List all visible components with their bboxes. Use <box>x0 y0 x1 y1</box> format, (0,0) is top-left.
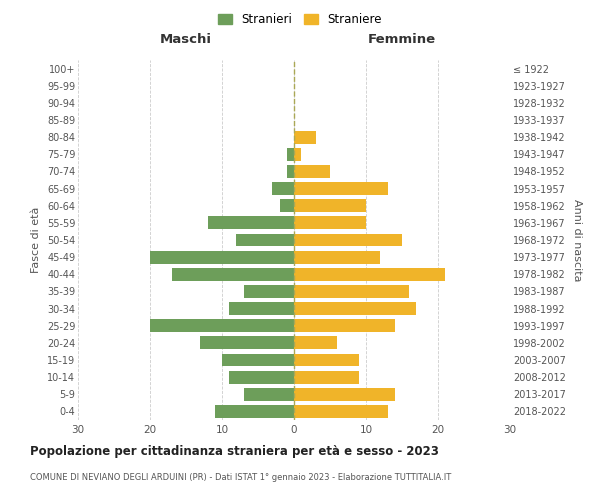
Bar <box>294 182 388 195</box>
Bar <box>294 320 395 332</box>
Bar <box>280 200 294 212</box>
Bar <box>236 234 294 246</box>
Text: Femmine: Femmine <box>368 34 436 46</box>
Bar <box>294 130 316 143</box>
Bar <box>229 370 294 384</box>
Bar <box>294 250 380 264</box>
Bar <box>272 182 294 195</box>
Bar <box>294 216 366 230</box>
Bar <box>229 302 294 315</box>
Bar <box>294 405 388 418</box>
Bar <box>244 285 294 298</box>
Bar <box>294 388 395 400</box>
Bar <box>294 234 402 246</box>
Bar <box>208 216 294 230</box>
Bar <box>294 354 359 366</box>
Bar <box>294 285 409 298</box>
Bar <box>222 354 294 366</box>
Bar <box>287 148 294 160</box>
Bar <box>172 268 294 280</box>
Bar <box>287 165 294 178</box>
Bar <box>294 165 330 178</box>
Bar <box>200 336 294 349</box>
Y-axis label: Fasce di età: Fasce di età <box>31 207 41 273</box>
Bar <box>150 250 294 264</box>
Bar <box>294 370 359 384</box>
Bar <box>294 302 416 315</box>
Y-axis label: Anni di nascita: Anni di nascita <box>572 198 583 281</box>
Bar <box>150 320 294 332</box>
Text: COMUNE DI NEVIANO DEGLI ARDUINI (PR) - Dati ISTAT 1° gennaio 2023 - Elaborazione: COMUNE DI NEVIANO DEGLI ARDUINI (PR) - D… <box>30 472 451 482</box>
Bar <box>294 148 301 160</box>
Bar <box>294 268 445 280</box>
Bar <box>294 336 337 349</box>
Legend: Stranieri, Straniere: Stranieri, Straniere <box>213 8 387 31</box>
Bar <box>294 200 366 212</box>
Bar <box>244 388 294 400</box>
Text: Popolazione per cittadinanza straniera per età e sesso - 2023: Popolazione per cittadinanza straniera p… <box>30 445 439 458</box>
Text: Maschi: Maschi <box>160 34 212 46</box>
Bar <box>215 405 294 418</box>
